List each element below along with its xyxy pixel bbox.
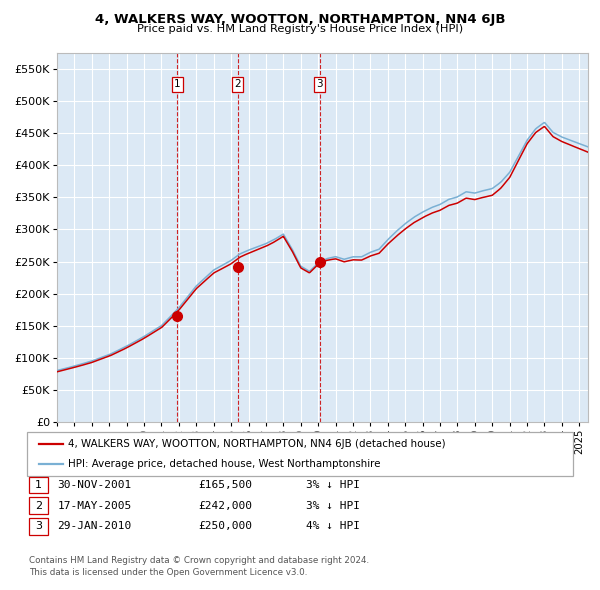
Text: Price paid vs. HM Land Registry's House Price Index (HPI): Price paid vs. HM Land Registry's House … xyxy=(137,24,463,34)
Text: £250,000: £250,000 xyxy=(198,522,252,531)
Text: 2: 2 xyxy=(235,80,241,90)
Text: 1: 1 xyxy=(35,480,42,490)
Text: 3: 3 xyxy=(35,522,42,531)
Text: 3% ↓ HPI: 3% ↓ HPI xyxy=(306,480,360,490)
Text: 30-NOV-2001: 30-NOV-2001 xyxy=(58,480,132,490)
Text: 17-MAY-2005: 17-MAY-2005 xyxy=(58,501,132,510)
Text: £165,500: £165,500 xyxy=(198,480,252,490)
Text: 29-JAN-2010: 29-JAN-2010 xyxy=(58,522,132,531)
Text: 3: 3 xyxy=(316,80,323,90)
Text: 1: 1 xyxy=(174,80,181,90)
Text: This data is licensed under the Open Government Licence v3.0.: This data is licensed under the Open Gov… xyxy=(29,568,307,576)
Text: £242,000: £242,000 xyxy=(198,501,252,510)
Text: 4, WALKERS WAY, WOOTTON, NORTHAMPTON, NN4 6JB: 4, WALKERS WAY, WOOTTON, NORTHAMPTON, NN… xyxy=(95,12,505,26)
Text: 3% ↓ HPI: 3% ↓ HPI xyxy=(306,501,360,510)
Text: 2: 2 xyxy=(35,501,42,510)
Text: 4, WALKERS WAY, WOOTTON, NORTHAMPTON, NN4 6JB (detached house): 4, WALKERS WAY, WOOTTON, NORTHAMPTON, NN… xyxy=(68,440,445,449)
Text: 4% ↓ HPI: 4% ↓ HPI xyxy=(306,522,360,531)
Text: Contains HM Land Registry data © Crown copyright and database right 2024.: Contains HM Land Registry data © Crown c… xyxy=(29,556,369,565)
Text: HPI: Average price, detached house, West Northamptonshire: HPI: Average price, detached house, West… xyxy=(68,459,380,468)
